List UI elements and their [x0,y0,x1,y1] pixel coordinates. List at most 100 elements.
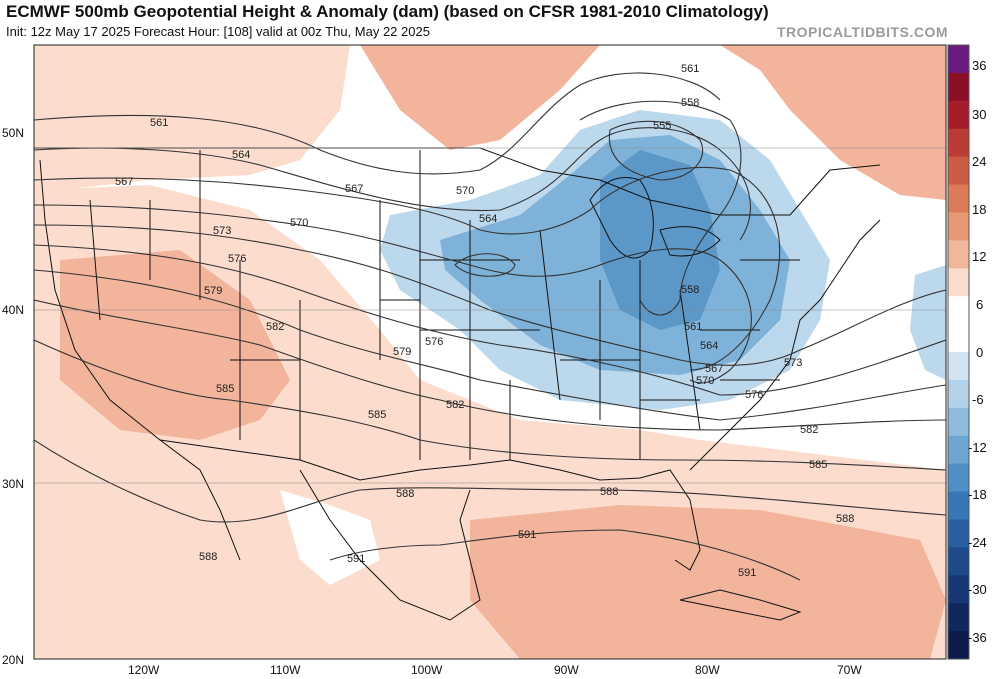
lon-label: 110W [270,663,301,677]
contour-582 [34,299,946,431]
anomaly-shading [34,45,946,659]
positive-anomaly-north-ridge [360,45,600,150]
contour-573 [34,224,946,366]
contour-label: 561 [684,321,702,333]
contour-591 [329,529,801,581]
colorbar-swatch [948,463,969,493]
colorbar-swatch [948,184,969,213]
colorbar-label: 36 [972,58,986,73]
contour-588 [34,439,946,523]
lat-label: 20N [2,653,24,667]
latitude-labels: 50N 40N 30N 20N [2,126,24,667]
contour-555 [608,120,703,181]
negative-anomaly-core [600,150,720,330]
contour-label: 564 [479,213,497,225]
colorbar-swatch [948,268,969,297]
colorbar-swatch [948,212,969,241]
lon-label: 70W [837,663,862,677]
positive-anomaly-northeast [720,45,946,200]
colorbar-label: 6 [976,297,983,312]
neutral-mexico [280,490,380,585]
contour-label: 555 [653,120,671,132]
colorbar-label: -36 [968,630,987,645]
colorbar-labels: 36 30 24 18 12 6 0 -6 -12 -18 -24 -30 -3… [968,58,987,645]
map-title: ECMWF 500mb Geopotential Height & Anomal… [6,2,769,21]
contour-label: 591 [518,529,536,541]
contour-label: 567 [115,176,133,188]
contour-closed-low [454,253,516,277]
contour-label: 570 [290,217,308,229]
contour-label: 588 [396,488,414,500]
contour-label: 582 [266,321,284,333]
colorbar-label: 0 [976,345,983,360]
contour-label: 591 [738,567,756,579]
positive-anomaly-nw [34,45,350,195]
contour-label: 558 [681,97,699,109]
contour-label: 567 [705,363,723,375]
contour-561 [34,72,721,175]
us-mexico-border [159,439,511,481]
east-coast [689,219,881,471]
graticule [34,147,946,484]
contour-label: 573 [213,225,231,237]
contour-label: 576 [745,389,763,401]
colorbar-swatch [948,631,969,660]
contour-label: 573 [784,357,802,369]
west-coast [39,159,241,561]
contour-label: 588 [600,486,618,498]
colorbar-label: -24 [968,535,987,550]
colorbar-label: 30 [972,107,986,122]
colorbar-swatch [948,128,969,158]
contour-label: 570 [456,185,474,197]
colorbar-swatch [948,547,969,576]
colorbar-label: -30 [968,582,987,597]
state-lines-central [419,150,641,460]
contour-558 [579,100,742,316]
cuba [679,589,802,621]
colorbar-swatch [948,72,969,102]
lon-label: 120W [128,663,160,677]
contour-579 [34,269,946,421]
contour-570 [34,204,752,384]
colorbar-swatch [948,352,969,381]
contour-label: 585 [368,409,386,421]
map-subtitle: Init: 12z May 17 2025 Forecast Hour: [10… [6,24,430,39]
contour-label: 588 [836,513,854,525]
contour-label: 558 [681,284,699,296]
lon-label: 90W [554,663,579,677]
contour-label: 585 [809,459,827,471]
colorbar-swatch [948,519,969,548]
colorbar-label: -12 [968,440,987,455]
colorbar-swatch [948,407,969,437]
longitude-labels: 120W 110W 100W 90W 80W 70W [128,663,862,677]
anomaly-colorbar [947,44,970,660]
contour-label: 576 [228,253,246,265]
colorbar-swatch [948,435,969,465]
mexico-coast [299,469,481,621]
contour-label: 561 [681,63,699,75]
contour-label: 591 [347,553,365,565]
height-contours [34,72,946,581]
contour-label: 576 [425,336,443,348]
lat-label: 30N [2,477,24,491]
contour-label: 564 [700,340,718,352]
colorbar-swatch [948,324,969,353]
lat-label: 50N [2,126,24,140]
brand-watermark: TROPICALTIDBITS.COM [776,24,948,40]
positive-anomaly-west-core [60,250,290,440]
colorbar-label: 12 [972,249,986,264]
colorbar-label: -6 [972,392,984,407]
colorbar-label: 18 [972,202,986,217]
contour-label: 579 [393,346,411,358]
contour-label: 582 [446,399,464,411]
lat-label: 40N [2,303,24,317]
contour-labels: 561 564 567 570 573 576 579 582 585 588 … [115,63,854,579]
negative-anomaly-atlantic [910,265,946,380]
map-plot-area [34,45,946,659]
contour-585 [34,339,946,471]
contour-label: 585 [216,383,234,395]
contour-576 [34,244,946,396]
lon-label: 80W [695,663,720,677]
colorbar-frame [947,44,970,660]
